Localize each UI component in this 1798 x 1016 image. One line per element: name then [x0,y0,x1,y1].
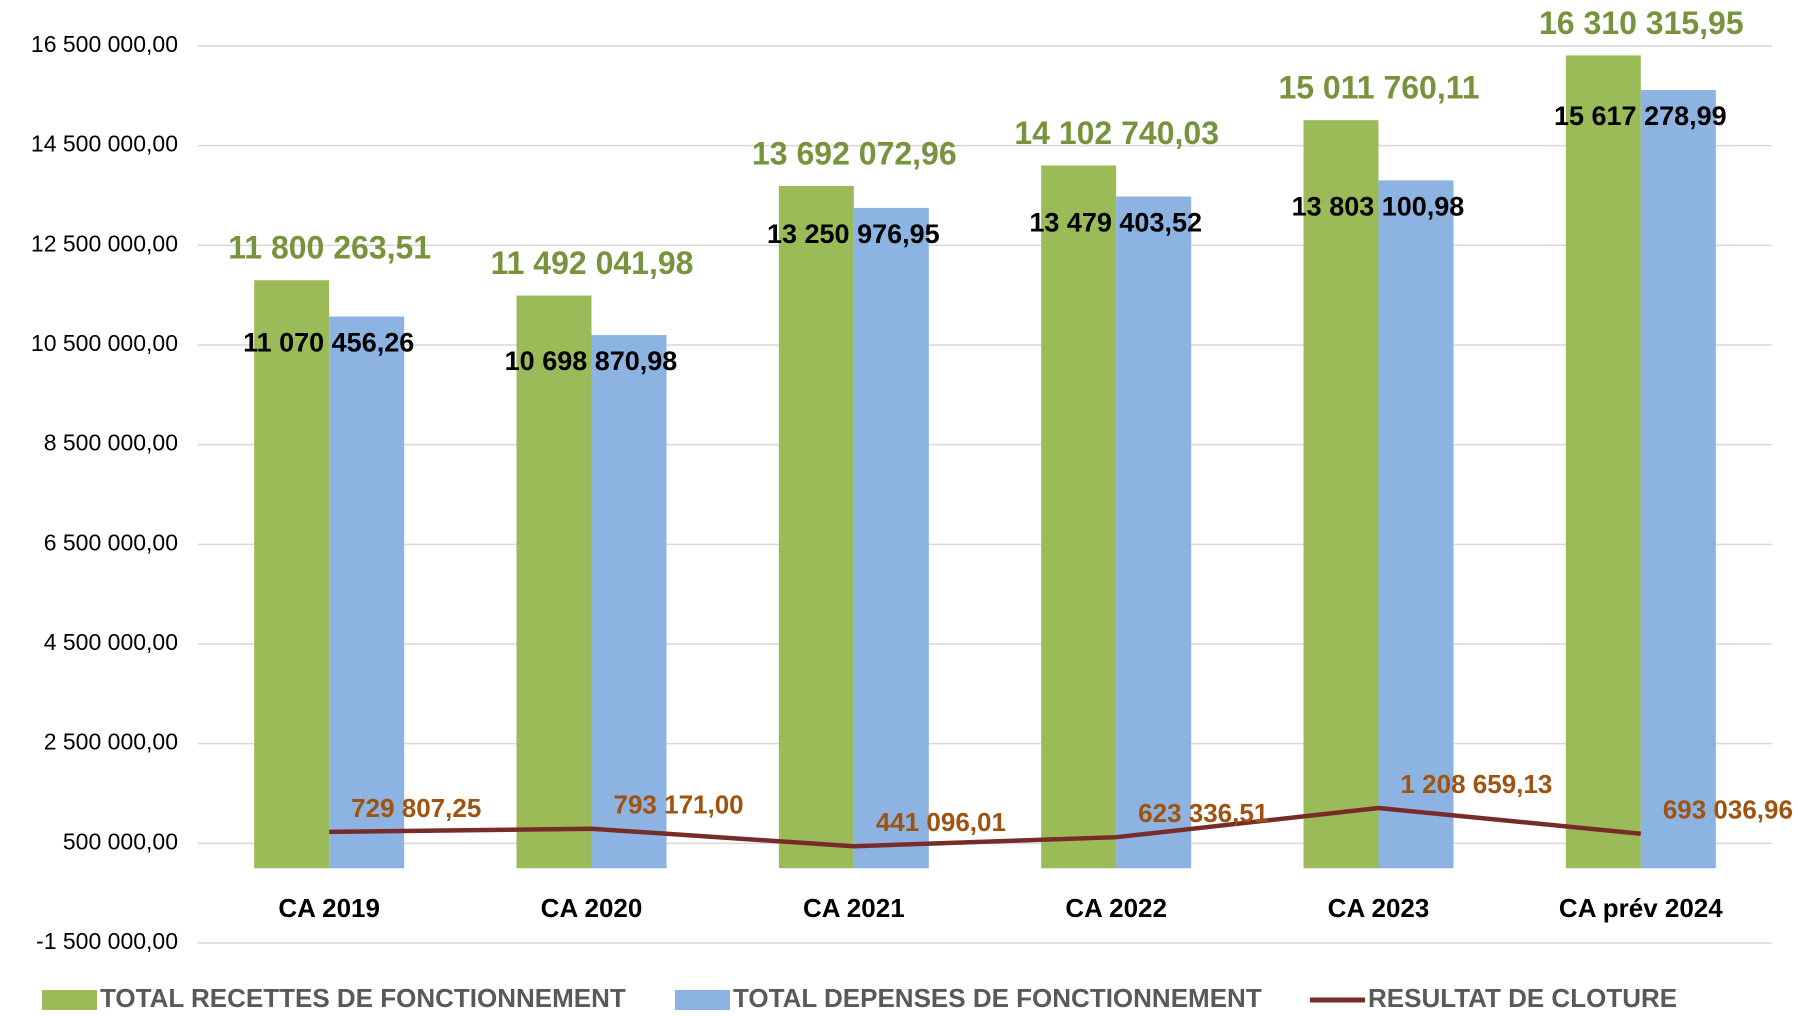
bar [1565,55,1641,869]
bar [1041,165,1117,869]
x-tick-label: CA 2023 [1328,893,1430,923]
data-label: 13 803 100,98 [1292,192,1465,222]
data-label: 729 807,25 [351,793,481,823]
data-label: 13 250 976,95 [767,219,940,249]
data-label: 11 492 041,98 [491,245,694,281]
data-label: 16 310 315,95 [1539,5,1744,41]
y-tick-label: -1 500 000,00 [36,928,178,954]
data-label: 441 096,01 [876,807,1006,837]
bar [778,185,854,869]
y-tick-label: 500 000,00 [63,828,178,854]
bar [1378,180,1454,869]
data-label: 13 479 403,52 [1029,208,1202,238]
bar [329,316,405,869]
y-tick-label: 16 500 000,00 [31,31,178,57]
data-label: 693 036,96 [1663,795,1793,825]
data-label: 14 102 740,03 [1014,115,1219,151]
y-tick-label: 4 500 000,00 [44,629,178,655]
y-tick-label: 10 500 000,00 [31,330,178,356]
y-tick-label: 6 500 000,00 [44,529,178,555]
x-tick-label: CA prév 2024 [1559,893,1723,923]
x-tick-label: CA 2019 [278,893,380,923]
legend-swatch [42,990,97,1010]
bar [1116,196,1192,869]
line-series [329,805,1642,849]
bar [516,295,592,869]
bar [853,207,929,869]
data-label: 11 800 263,51 [228,230,431,266]
y-tick-label: 14 500 000,00 [31,131,178,157]
bar [591,335,667,869]
bar [1303,120,1379,869]
legend-label: RESULTAT DE CLOTURE [1368,983,1677,1013]
x-tick-label: CA 2022 [1065,893,1167,923]
y-tick-label: 2 500 000,00 [44,729,178,755]
legend-swatch [675,990,730,1010]
legend-label: TOTAL RECETTES DE FONCTIONNEMENT [100,983,626,1013]
data-label: 793 171,00 [614,790,744,820]
bar [254,280,330,869]
data-label: 10 698 870,98 [505,346,678,376]
data-label: 1 208 659,13 [1401,769,1553,799]
bar [1640,89,1716,869]
data-label: 11 070 456,26 [243,328,414,358]
legend-label: TOTAL DEPENSES DE FONCTIONNEMENT [733,983,1262,1013]
y-tick-label: 12 500 000,00 [31,230,178,256]
data-label: 15 617 278,99 [1554,101,1727,131]
x-tick-label: CA 2020 [541,893,643,923]
data-label: 13 692 072,96 [752,135,957,171]
x-tick-label: CA 2021 [803,893,905,923]
data-label: 623 336,51 [1138,798,1268,828]
y-tick-label: 8 500 000,00 [44,430,178,456]
data-label: 15 011 760,11 [1278,70,1479,106]
